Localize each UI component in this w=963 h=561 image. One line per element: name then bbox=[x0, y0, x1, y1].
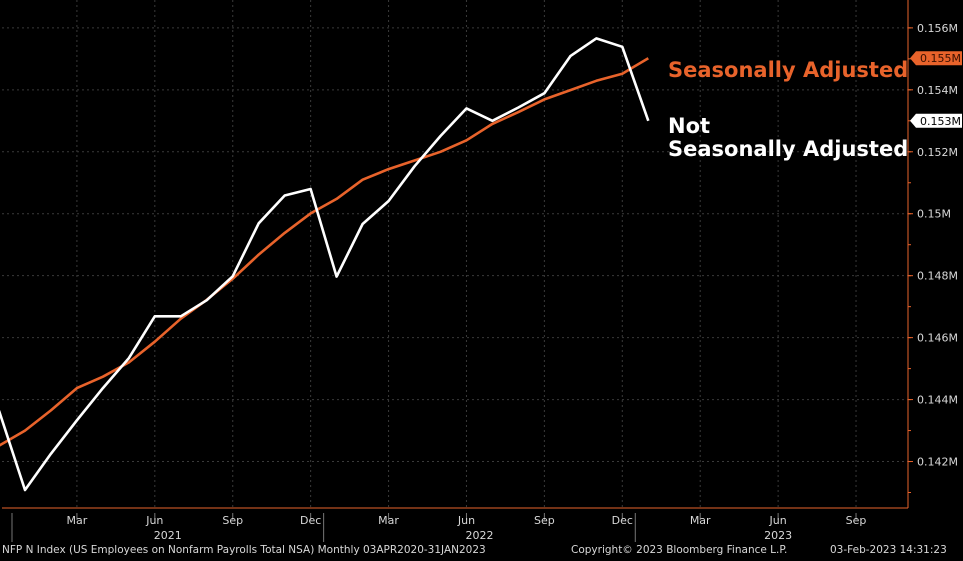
x-tick-label: Sep bbox=[534, 514, 555, 527]
tick-labels: 0.142M 0.144M 0.146M 0.148M 0.15M 0.152M 0.154… bbox=[67, 22, 958, 542]
x-tick-label: Sep bbox=[846, 514, 867, 527]
x-year-label: 2021 bbox=[154, 529, 182, 542]
last-value-badge-1 bbox=[910, 113, 962, 128]
y-tick-label: 0.148M bbox=[917, 270, 958, 283]
series-name-not-seasonally-adjusted: Not bbox=[668, 114, 710, 138]
series-line-1 bbox=[0, 37, 650, 492]
x-tick-label: Dec bbox=[612, 514, 633, 527]
x-tick-label: Sep bbox=[222, 514, 243, 527]
payrolls-chart: 0.142M 0.144M 0.146M 0.148M 0.15M 0.152M 0.154… bbox=[0, 0, 962, 542]
grid-lines bbox=[2, 0, 908, 508]
x-tick-label: Mar bbox=[67, 514, 88, 527]
footer-timestamp: 03-Feb-2023 14:31:23 bbox=[830, 544, 947, 556]
y-tick-label: 0.152M bbox=[917, 146, 958, 159]
y-tick-label: 0.156M bbox=[917, 22, 958, 35]
x-tick-label: Jun bbox=[145, 514, 163, 527]
y-tick-label: 0.146M bbox=[917, 332, 958, 345]
x-tick-label: Jun bbox=[769, 514, 787, 527]
footer-source: NFP N Index (US Employees on Nonfarm Pay… bbox=[2, 544, 486, 556]
footer-copyright: Copyright© 2023 Bloomberg Finance L.P. bbox=[571, 544, 788, 556]
series-name-seasonally-adjusted: Seasonally Adjusted bbox=[668, 58, 908, 82]
series-line-0 bbox=[0, 57, 649, 447]
series-name-not-seasonally-adjusted: Seasonally Adjusted bbox=[668, 137, 908, 161]
x-year-label: 2023 bbox=[764, 529, 792, 542]
x-tick-label: Mar bbox=[690, 514, 711, 527]
y-tick-label: 0.144M bbox=[917, 394, 958, 407]
footer: NFP N Index (US Employees on Nonfarm Pay… bbox=[0, 542, 963, 561]
x-year-label: 2022 bbox=[465, 529, 493, 542]
last-value-label-1: 0.153M bbox=[920, 115, 961, 128]
x-tick-label: Mar bbox=[378, 514, 399, 527]
y-tick-label: 0.15M bbox=[917, 208, 951, 221]
y-tick-label: 0.154M bbox=[917, 84, 958, 97]
axes bbox=[2, 0, 913, 542]
x-tick-label: Dec bbox=[300, 514, 321, 527]
last-value-badge-0 bbox=[910, 51, 962, 66]
y-tick-label: 0.142M bbox=[917, 456, 958, 469]
x-tick-label: Jun bbox=[457, 514, 475, 527]
last-value-label-0: 0.155M bbox=[920, 52, 961, 65]
series-lines bbox=[0, 37, 650, 492]
